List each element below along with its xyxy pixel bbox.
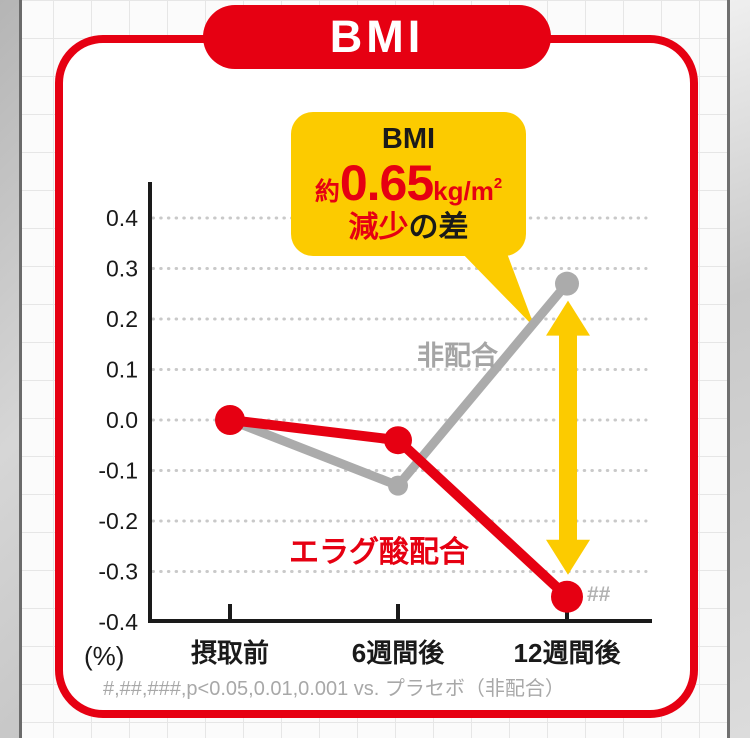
y-tick-label: -0.4 — [98, 609, 138, 635]
callout-unit-sup: 2 — [493, 175, 503, 193]
y-tick-label: 0.1 — [106, 357, 138, 383]
y-tick-label: 0.3 — [106, 256, 138, 282]
significance-marker: ## — [587, 583, 611, 606]
data-point-s0-1 — [384, 426, 412, 455]
y-tick-label: -0.1 — [98, 458, 138, 484]
data-point-s0-2 — [551, 580, 583, 613]
callout-unit: kg/m — [433, 176, 494, 207]
callout-line3: 減少の差 — [349, 211, 469, 244]
y-tick-label: -0.2 — [98, 508, 138, 534]
y-tick-label: -0.3 — [98, 559, 138, 585]
callout-suffix: の差 — [408, 210, 469, 244]
callout-emphasis: 減少 — [348, 210, 409, 244]
difference-arrow — [546, 300, 590, 575]
callout-value-line: 約 0.65 kg/m 2 — [315, 157, 502, 210]
callout-tail — [457, 248, 535, 328]
page-edge-right — [727, 0, 750, 738]
data-point-s1-1 — [388, 475, 408, 496]
callout-approx: 約 — [314, 178, 340, 207]
series-label-placebo: 非配合 — [417, 341, 498, 371]
y-tick-label: 0.0 — [106, 407, 138, 433]
callout-bubble: BMI 約 0.65 kg/m 2 減少の差 — [291, 112, 526, 256]
series-line-1 — [225, 279, 572, 492]
callout-value: 0.65 — [339, 155, 434, 212]
x-tick-label: 12週間後 — [514, 638, 622, 668]
footnote-text: #,##,###,p<0.05,0.01,0.001 vs. プラセボ（非配合） — [103, 678, 565, 700]
series-label-ellagic: エラグ酸配合 — [289, 536, 469, 569]
y-axis-unit-label: (%) — [84, 641, 125, 671]
chart-title-pill: BMI — [203, 5, 551, 69]
data-point-s0-0 — [215, 405, 245, 435]
page-edge-left — [0, 0, 22, 738]
y-tick-label: 0.4 — [106, 205, 138, 231]
x-tick-label: 6週間後 — [352, 638, 445, 668]
callout-line1: BMI — [381, 123, 436, 156]
x-tick-label: 摂取前 — [191, 638, 269, 668]
chart-title: BMI — [329, 11, 425, 62]
data-point-s1-2 — [555, 271, 579, 296]
y-tick-label: 0.2 — [106, 306, 138, 332]
